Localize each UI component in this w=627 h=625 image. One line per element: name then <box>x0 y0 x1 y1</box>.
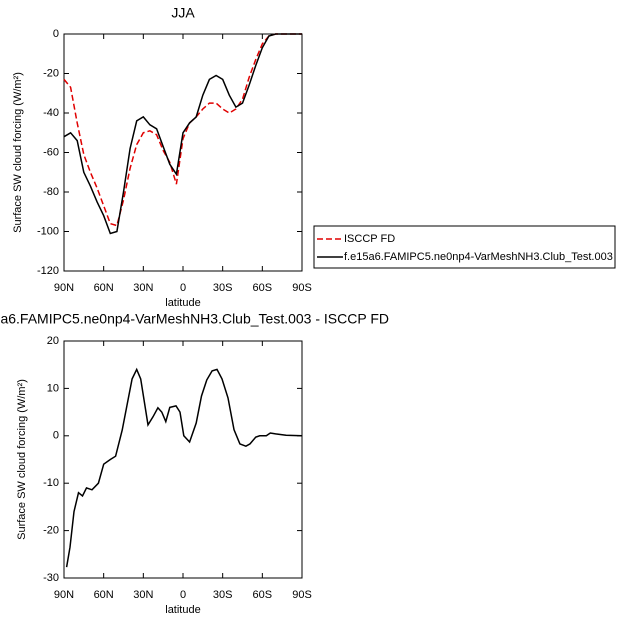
x-tick-label: 0 <box>180 589 186 601</box>
y-tick-label: 0 <box>53 430 59 442</box>
y-axis-label: Surface SW cloud forcing (W/m²) <box>16 379 28 540</box>
x-tick-label: 30S <box>213 282 233 294</box>
y-tick-label: 0 <box>53 28 59 40</box>
x-tick-label: 90N <box>54 282 74 294</box>
legend-label: f.e15a6.FAMIPC5.ne0np4-VarMeshNH3.Club_T… <box>344 251 613 263</box>
chart-title: f.e15a6.FAMIPC5.ne0np4-VarMeshNH3.Club_T… <box>0 311 389 327</box>
x-tick-label: 0 <box>180 282 186 294</box>
x-tick-label: 90S <box>292 589 312 601</box>
plot-frame <box>63 340 303 579</box>
y-tick-label: -80 <box>43 186 59 198</box>
x-tick-label: 30S <box>213 589 233 601</box>
y-tick-label: -10 <box>43 477 59 489</box>
legend-box <box>313 225 616 269</box>
x-tick-label: 60N <box>94 589 114 601</box>
y-tick-label: -20 <box>43 67 59 79</box>
x-axis-label: latitude <box>165 297 200 309</box>
x-tick-label: 30N <box>133 282 153 294</box>
plot-frame <box>63 33 303 272</box>
y-tick-label: -100 <box>37 225 59 237</box>
x-tick-label: 90S <box>292 282 312 294</box>
y-tick-label: 10 <box>47 382 59 394</box>
x-tick-label: 60S <box>253 589 273 601</box>
data-line <box>63 33 302 235</box>
y-tick-label: -120 <box>37 265 59 277</box>
y-axis-label: Surface SW cloud forcing (W/m²) <box>12 72 24 233</box>
data-line <box>65 367 303 568</box>
legend-label: ISCCP FD <box>344 233 395 245</box>
y-tick-label: -60 <box>43 146 59 158</box>
y-tick-label: 20 <box>47 335 59 347</box>
x-tick-label: 60S <box>253 282 273 294</box>
data-line <box>63 33 302 227</box>
x-tick-label: 90N <box>54 589 74 601</box>
x-tick-label: 30N <box>133 589 153 601</box>
chart-title: JJA <box>171 5 195 21</box>
x-axis-label: latitude <box>165 604 200 616</box>
y-tick-label: -20 <box>43 525 59 537</box>
x-tick-label: 60N <box>94 282 114 294</box>
y-tick-label: -40 <box>43 107 59 119</box>
y-tick-label: -30 <box>43 572 59 584</box>
